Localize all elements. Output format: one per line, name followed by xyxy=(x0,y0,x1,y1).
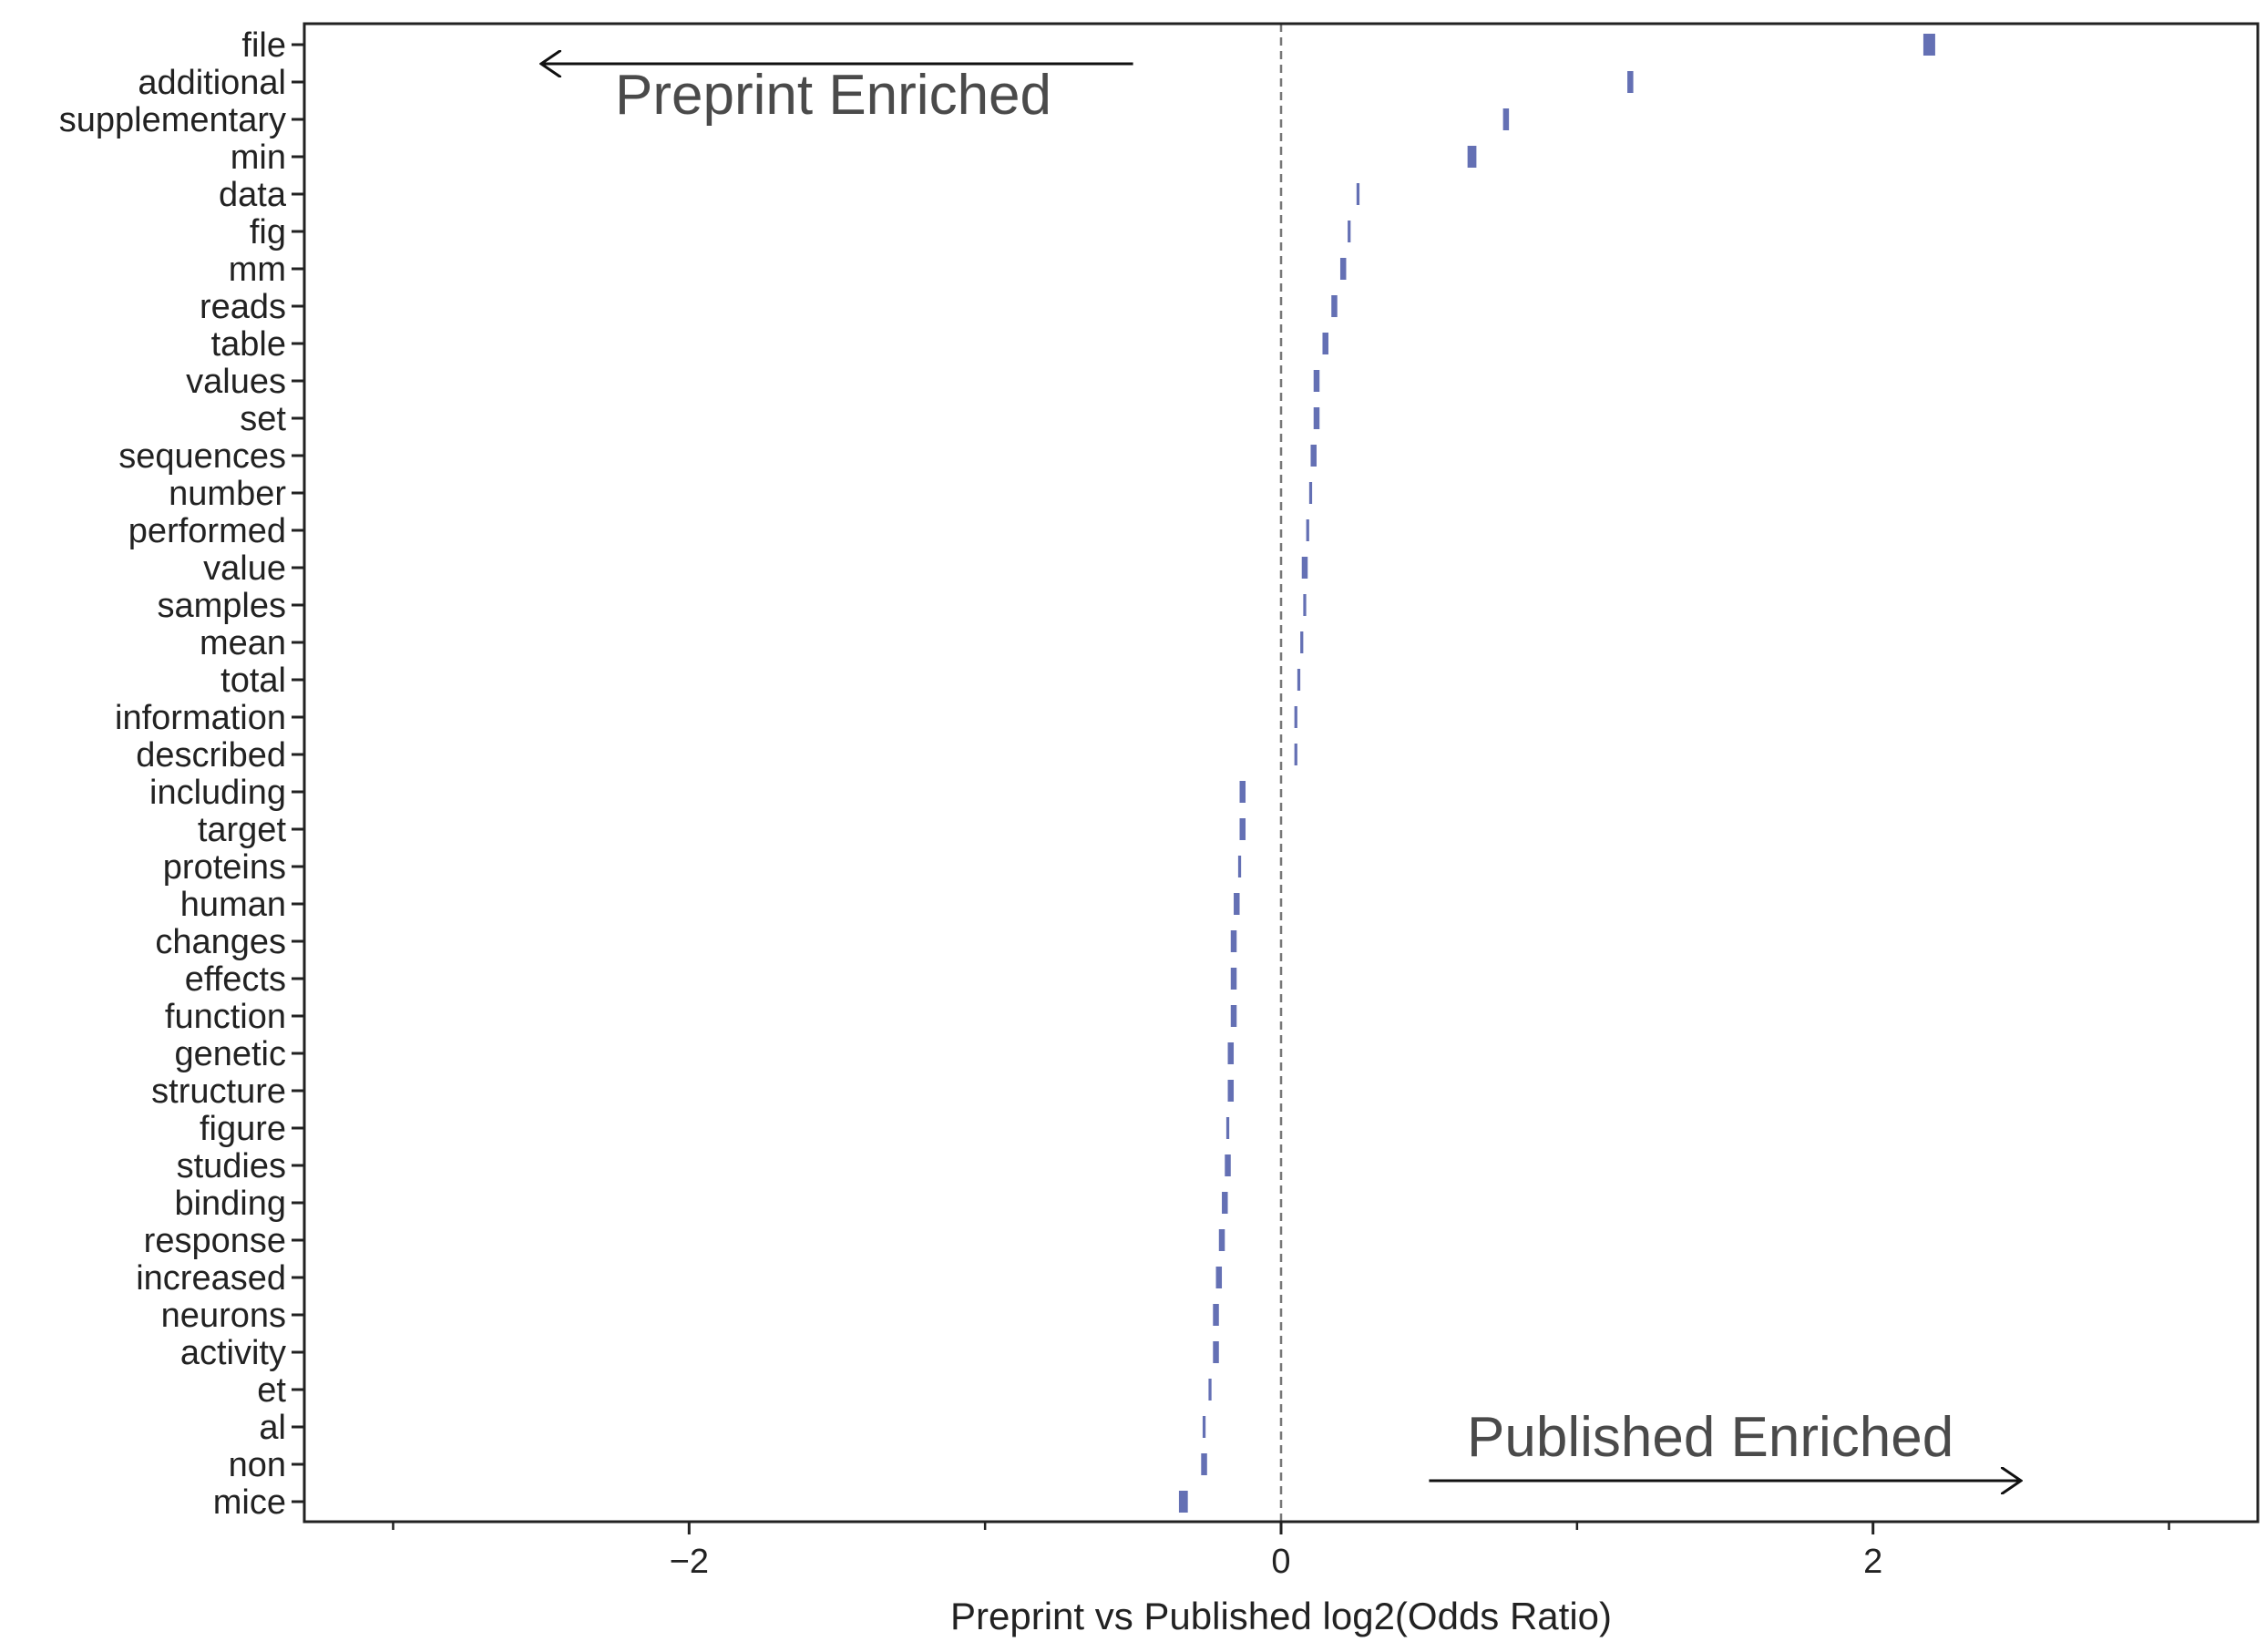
data-point-human xyxy=(1234,893,1240,915)
data-point-values xyxy=(1313,370,1320,392)
data-point-increased xyxy=(1215,1267,1223,1288)
y-tick-label: changes xyxy=(155,923,286,961)
y-tick-label: number xyxy=(169,475,286,513)
y-tick-label: data xyxy=(219,176,287,214)
y-tick-label: additional xyxy=(138,64,286,102)
y-tick-label: binding xyxy=(174,1185,286,1223)
x-tick-label: 2 xyxy=(1863,1543,1882,1581)
data-point-activity xyxy=(1213,1341,1219,1363)
data-point-function xyxy=(1230,1005,1237,1027)
data-point-structure xyxy=(1227,1080,1235,1102)
data-point-et xyxy=(1208,1379,1212,1401)
data-point-studies xyxy=(1225,1154,1231,1176)
y-tick-label: samples xyxy=(158,587,287,625)
data-point-proteins xyxy=(1237,856,1242,877)
y-tick-label: reads xyxy=(200,288,286,326)
data-point-number xyxy=(1308,482,1313,504)
annotations: Preprint Enriched Published Enriched xyxy=(541,64,2021,1481)
y-tick-label: min xyxy=(231,139,286,177)
y-tick-label: mean xyxy=(200,624,286,662)
data-point-fig xyxy=(1348,221,1351,242)
x-tick-label: −2 xyxy=(670,1543,709,1581)
y-tick-label: supplementary xyxy=(59,101,286,139)
y-tick-label: information xyxy=(115,699,286,737)
axes: −2 0 2 Preprint vs Published log2(Odds Rati… xyxy=(59,22,2260,1637)
data-point-response xyxy=(1218,1229,1225,1251)
data-point-target xyxy=(1239,818,1246,840)
y-tick-label: table xyxy=(211,325,286,364)
y-tick-label: proteins xyxy=(163,848,286,887)
data-point-genetic xyxy=(1227,1042,1235,1064)
data-point-supplementary xyxy=(1502,108,1510,130)
y-tick-label: total xyxy=(220,662,286,700)
data-point-performed xyxy=(1306,519,1309,541)
data-point-mean xyxy=(1300,631,1304,653)
data-point-table xyxy=(1322,333,1328,354)
y-tick-label: neurons xyxy=(161,1297,286,1335)
data-point-figure xyxy=(1225,1117,1230,1139)
y-tick-label: including xyxy=(149,774,286,812)
x-tick-label: 0 xyxy=(1271,1543,1290,1581)
y-tick-label: value xyxy=(203,549,286,588)
y-tick-label: studies xyxy=(177,1147,286,1185)
data-point-binding xyxy=(1222,1192,1228,1214)
y-tick-label: et xyxy=(257,1371,286,1410)
y-tick-label: genetic xyxy=(174,1035,286,1073)
y-tick-label: increased xyxy=(136,1259,286,1298)
y-tick-label: values xyxy=(186,363,286,401)
y-tick-label: human xyxy=(180,886,286,924)
data-point-changes xyxy=(1230,930,1237,952)
data-point-non xyxy=(1201,1453,1207,1475)
data-point-samples xyxy=(1303,594,1307,616)
y-tick-label: function xyxy=(165,998,286,1036)
y-tick-label: effects xyxy=(185,960,286,999)
y-tick-label: fig xyxy=(250,213,286,251)
data-point-mm xyxy=(1339,258,1347,280)
data-point-total xyxy=(1297,669,1301,691)
data-point-sequences xyxy=(1310,445,1317,467)
data-point-data xyxy=(1356,183,1360,205)
data-point-described xyxy=(1294,744,1297,765)
y-tick-label: set xyxy=(240,400,286,438)
y-tick-label: mm xyxy=(229,251,286,289)
y-tick-label: non xyxy=(229,1446,286,1484)
data-point-file xyxy=(1923,34,1935,56)
preprint-annotation: Preprint Enriched xyxy=(615,64,1051,127)
data-point-including xyxy=(1239,781,1246,803)
data-marks xyxy=(1178,34,1935,1513)
y-tick-label: target xyxy=(198,811,287,849)
data-point-reads xyxy=(1331,295,1338,317)
data-point-mice xyxy=(1178,1491,1188,1513)
data-point-additional xyxy=(1627,71,1634,93)
data-point-information xyxy=(1294,706,1297,728)
y-tick-label: response xyxy=(144,1222,286,1260)
y-tick-label: sequences xyxy=(118,437,286,476)
data-point-set xyxy=(1313,407,1320,429)
y-tick-label: performed xyxy=(128,512,286,550)
y-tick-label: al xyxy=(259,1409,286,1447)
data-point-value xyxy=(1301,557,1308,579)
y-tick-label: described xyxy=(136,736,286,775)
data-point-effects xyxy=(1230,968,1237,990)
published-annotation: Published Enriched xyxy=(1467,1406,1953,1469)
y-tick-label: structure xyxy=(151,1072,286,1111)
y-tick-label: file xyxy=(241,26,286,65)
y-tick-label: activity xyxy=(180,1334,286,1372)
y-tick-label: mice xyxy=(213,1483,286,1522)
y-tick-label: figure xyxy=(200,1110,286,1148)
data-point-min xyxy=(1467,146,1477,168)
data-point-neurons xyxy=(1213,1304,1219,1326)
x-axis-label: Preprint vs Published log2(Odds Ratio) xyxy=(950,1595,1612,1637)
data-point-al xyxy=(1202,1416,1206,1438)
